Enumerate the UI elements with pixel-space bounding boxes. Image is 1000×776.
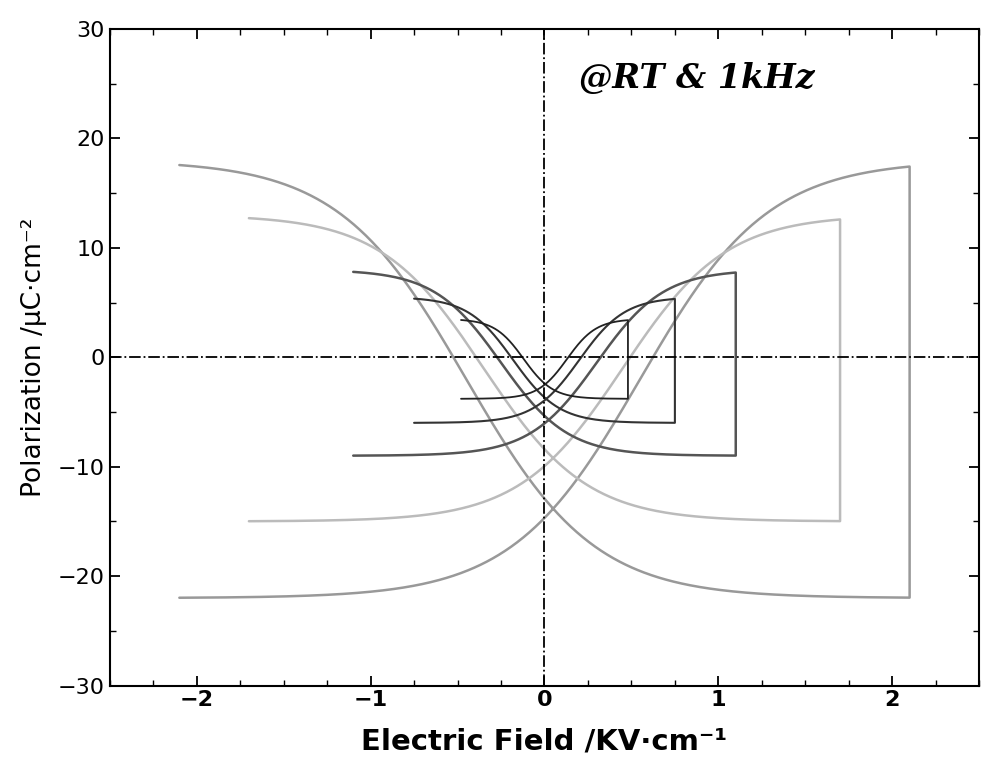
Text: @RT & 1kHz: @RT & 1kHz xyxy=(579,61,815,95)
X-axis label: Electric Field /KV·cm⁻¹: Electric Field /KV·cm⁻¹ xyxy=(361,727,728,755)
Y-axis label: Polarization /μC·cm⁻²: Polarization /μC·cm⁻² xyxy=(21,217,47,497)
